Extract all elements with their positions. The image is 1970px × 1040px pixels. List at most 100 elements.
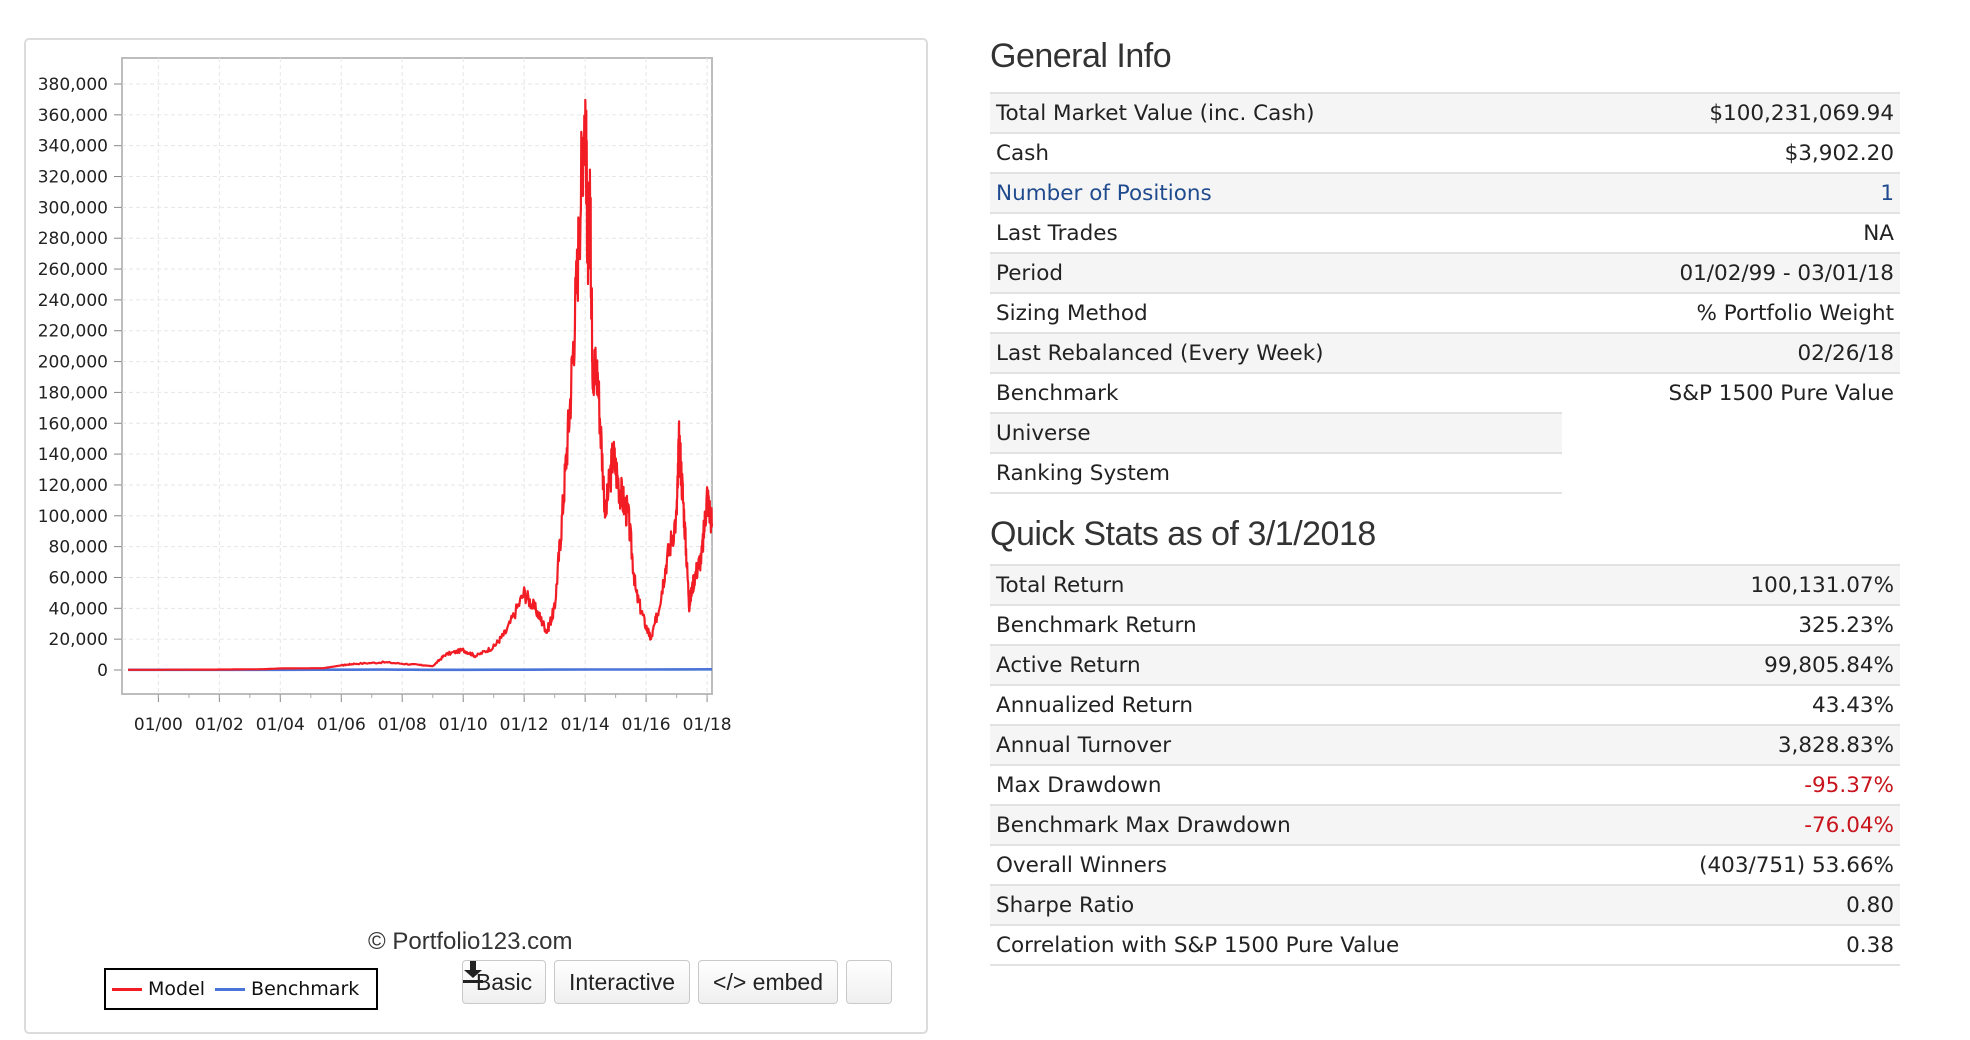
row-value: 99,805.84% [1597,644,1900,685]
y-tick-label: 220,000 [38,322,108,342]
row-value: % Portfolio Weight [1562,292,1900,333]
row-label: Total Market Value (inc. Cash) [990,92,1562,133]
row-value: 0.80 [1597,884,1900,925]
x-tick-label: 01/06 [317,715,366,735]
row-label: Max Drawdown [990,764,1598,805]
y-tick-label: 280,000 [38,229,108,249]
y-tick-label: 140,000 [38,445,108,465]
table-row: Ranking System [990,452,1900,494]
row-label: Universe [990,412,1562,453]
x-tick-label: 01/08 [378,715,427,735]
row-value [1562,453,1900,493]
y-tick-label: 80,000 [49,538,108,558]
row-label: Ranking System [990,452,1562,494]
x-tick-label: 01/18 [683,715,732,735]
chart-legend: Model Benchmark [104,968,378,1010]
y-tick-label: 340,000 [38,137,108,157]
y-tick-label: 100,000 [38,507,108,527]
row-label: Cash [990,132,1562,173]
table-row: Annualized Return 43.43% [990,684,1900,725]
row-label: Sizing Method [990,292,1562,333]
y-tick-label: 320,000 [38,168,108,188]
row-value: 01/02/99 - 03/01/18 [1562,252,1900,293]
info-panel: General Info Total Market Value (inc. Ca… [990,34,1900,966]
chart-toolbar: Basic Interactive </> embed [462,960,892,1004]
download-icon [463,961,483,983]
row-label: Annual Turnover [990,724,1598,765]
y-tick-label: 180,000 [38,383,108,403]
y-tick-label: 380,000 [38,75,108,95]
download-button[interactable] [463,960,892,1004]
y-tick-label: 20,000 [49,630,108,650]
x-tick-label: 01/12 [500,715,549,735]
chart-grid [121,57,713,695]
legend-swatch-model [112,987,142,991]
row-value: NA [1562,212,1900,253]
row-label: Period [990,252,1562,293]
quick-stats-table: Total Return 100,131.07% Benchmark Return 3… [990,564,1900,966]
row-label: Active Return [990,644,1598,685]
row-value: -76.04% [1597,804,1900,845]
y-tick-label: 0 [97,661,108,681]
x-tick-label: 01/10 [439,715,488,735]
y-tick-label: 360,000 [38,106,108,126]
row-label: Total Return [990,564,1598,605]
table-row: Active Return 99,805.84% [990,644,1900,685]
x-tick-label: 01/14 [561,715,610,735]
row-value[interactable]: 1 [1562,172,1900,213]
y-tick-label: 120,000 [38,476,108,496]
table-row: Correlation with S&P 1500 Pure Value 0.38 [990,924,1900,966]
y-tick-label: 160,000 [38,414,108,434]
table-row: Period 01/02/99 - 03/01/18 [990,252,1900,293]
x-tick-label: 01/00 [134,715,183,735]
table-row: Overall Winners (403/751) 53.66% [990,844,1900,885]
row-label: Benchmark Return [990,604,1598,645]
y-tick-label: 40,000 [49,599,108,619]
row-value: -95.37% [1597,764,1900,805]
legend-entry-benchmark[interactable]: Benchmark [215,978,359,1000]
table-row: Sizing Method% Portfolio Weight [990,292,1900,333]
row-value: 325.23% [1597,604,1900,645]
x-tick-label: 01/04 [256,715,305,735]
row-label: Last Rebalanced (Every Week) [990,332,1562,373]
table-row: Last Rebalanced (Every Week) 02/26/18 [990,332,1900,373]
row-label: Sharpe Ratio [990,884,1598,925]
row-value [1562,413,1900,453]
general-info-title: General Info [990,37,1172,75]
embed-button[interactable]: </> embed [698,960,838,1004]
chart-series [128,98,714,672]
y-tick-label: 260,000 [38,260,108,280]
legend-label-benchmark: Benchmark [251,978,360,1000]
row-label: Annualized Return [990,684,1598,725]
table-row: Benchmark Max Drawdown -76.04% [990,804,1900,845]
x-tick-label: 01/16 [622,715,671,735]
row-value: (403/751) 53.66% [1597,844,1900,885]
legend-swatch-benchmark [215,987,246,991]
row-label: Correlation with S&P 1500 Pure Value [990,924,1598,966]
row-value: 0.38 [1597,924,1900,966]
legend-entry-model[interactable]: Model [112,978,205,1000]
row-value: $100,231,069.94 [1562,92,1900,133]
table-row: Last Trades NA [990,212,1900,253]
row-label: Benchmark Max Drawdown [990,804,1598,845]
row-value: $3,902.20 [1562,132,1900,173]
y-axis: 380,000 360,000 340,000 320,000 300,000 280,0… [38,75,122,681]
interactive-button[interactable]: Interactive [554,960,690,1004]
row-label[interactable]: Number of Positions [990,172,1562,213]
y-tick-label: 60,000 [49,568,108,588]
table-row: Number of Positions 1 [990,172,1900,213]
series-line-model [128,98,714,671]
table-row: Total Market Value (inc. Cash) $100,231,0… [990,92,1900,133]
y-tick-label: 240,000 [38,291,108,311]
table-row: Benchmark S&P 1500 Pure Value [990,372,1900,413]
row-value: S&P 1500 Pure Value [1562,372,1900,413]
x-tick-label: 01/02 [195,715,244,735]
performance-chart[interactable]: 380,000 360,000 340,000 320,000 300,000 280,0… [26,40,926,1032]
legend-label-model: Model [148,978,206,1000]
plot-area [121,57,713,695]
table-row: Max Drawdown -95.37% [990,764,1900,805]
row-label: Overall Winners [990,844,1598,885]
y-tick-label: 300,000 [38,198,108,218]
row-label: Last Trades [990,212,1562,253]
